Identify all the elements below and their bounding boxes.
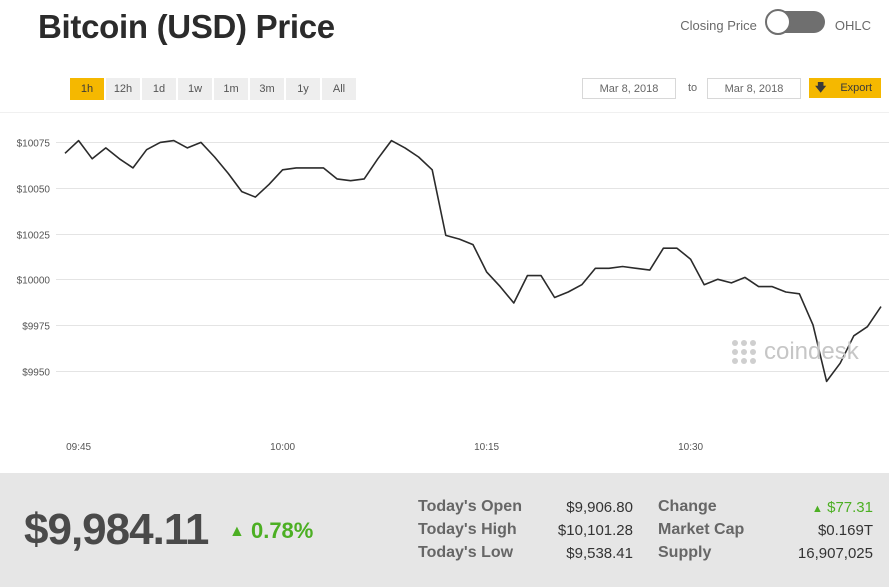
todays-high-label: Today's High: [418, 521, 517, 538]
price-chart: $10075 $10050 $10025 $10000 $9975 $9950 09:45 1…: [0, 111, 889, 462]
range-3m-button[interactable]: 3m: [250, 78, 284, 100]
export-button[interactable]: 🡇 Export: [809, 78, 881, 98]
ohlc-label: OHLC: [834, 17, 871, 33]
x-tick-label: 10:00: [270, 442, 295, 453]
y-tick-label: $10075: [17, 139, 51, 150]
closing-ohlc-toggle[interactable]: [764, 9, 825, 35]
watermark-text: coindesk: [764, 338, 859, 365]
y-tick-label: $9975: [22, 322, 50, 333]
coindesk-watermark: coindesk: [732, 338, 859, 366]
y-tick-label: $9950: [22, 368, 50, 379]
stats-footer: [0, 473, 889, 587]
price-mode-toggle-group: Closing Price OHLC: [680, 9, 871, 36]
change-label: Change: [658, 498, 717, 515]
market-cap-value: $0.169T: [817, 522, 873, 539]
range-1w-button[interactable]: 1w: [178, 78, 212, 100]
price-chart-svg: $10075 $10050 $10025 $10000 $9975 $9950 09:45 1…: [0, 111, 889, 453]
x-tick-label: 09:45: [66, 442, 91, 453]
export-label: Export: [840, 82, 873, 94]
range-1y-button[interactable]: 1y: [286, 78, 320, 100]
y-tick-label: $10050: [17, 185, 51, 196]
price-change-percent: ▲ 0.78%: [229, 518, 313, 544]
todays-low-value: $9,538.41: [566, 545, 633, 562]
supply-label: Supply: [658, 544, 712, 561]
page-title: Bitcoin (USD) Price: [38, 8, 335, 45]
x-tick-label: 10:15: [474, 442, 499, 453]
range-all-button[interactable]: All: [322, 78, 356, 100]
toggle-knob[interactable]: [764, 9, 791, 35]
date-to-label: to: [688, 82, 698, 94]
todays-low-label: Today's Low: [418, 544, 514, 561]
todays-open-label: Today's Open: [418, 498, 522, 515]
range-12h-button[interactable]: 12h: [106, 78, 140, 100]
current-price: $9,984.11: [24, 505, 209, 554]
download-arrow-icon: 🡇: [815, 81, 827, 94]
coindesk-logo-icon: [732, 340, 756, 364]
date-from-field[interactable]: Mar 8, 2018: [582, 78, 676, 99]
up-triangle-icon: ▲: [229, 523, 245, 540]
change-amount: $77.31: [827, 499, 873, 516]
y-tick-label: $10000: [17, 276, 51, 287]
range-1h-button[interactable]: 1h: [70, 78, 104, 100]
market-cap-label: Market Cap: [658, 521, 745, 538]
closing-price-label: Closing Price: [680, 17, 757, 33]
change-percent-value: 0.78%: [250, 518, 314, 543]
range-selector: 1h 12h 1d 1w 1m 3m 1y All: [70, 78, 356, 100]
y-tick-label: $10025: [17, 231, 51, 242]
change-up-icon: ▲: [812, 503, 823, 515]
change-value: ▲ $77.31: [760, 499, 873, 516]
todays-open-value: $9,906.80: [566, 499, 633, 516]
date-to-field[interactable]: Mar 8, 2018: [707, 78, 801, 99]
supply-value: 16,907,025: [797, 545, 873, 562]
todays-high-value: $10,101.28: [557, 522, 633, 539]
x-tick-label: 10:30: [678, 442, 703, 453]
range-1m-button[interactable]: 1m: [214, 78, 248, 100]
range-1d-button[interactable]: 1d: [142, 78, 176, 100]
